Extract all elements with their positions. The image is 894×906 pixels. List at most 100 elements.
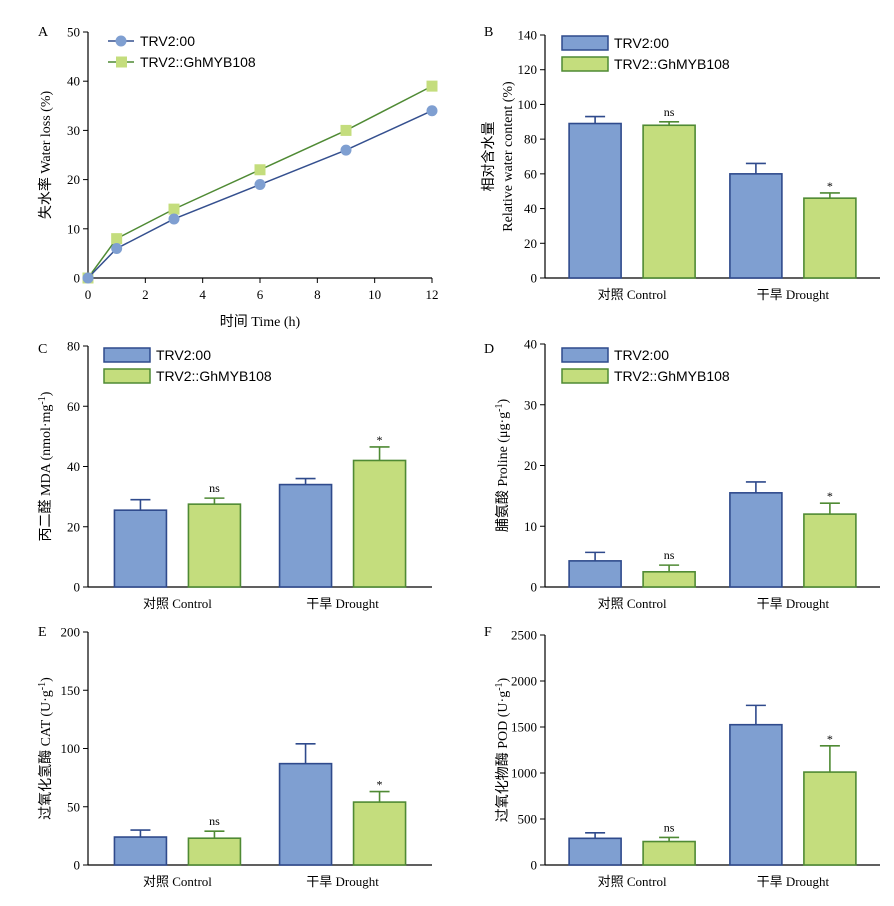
data-point-circle bbox=[82, 272, 94, 284]
y-axis-label-end: ) bbox=[39, 391, 54, 396]
x-category-label: 干旱 Drought bbox=[306, 596, 379, 611]
y-tick-label: 200 bbox=[61, 625, 81, 640]
x-category-label: 对照 Control bbox=[598, 596, 667, 611]
significance-label: ns bbox=[664, 548, 675, 562]
y-axis-label-main: 丙二醛 MDA (nmol·mg bbox=[38, 405, 54, 542]
y-tick-label: 30 bbox=[67, 123, 80, 138]
y-axis-label-end: ) bbox=[496, 677, 511, 682]
significance-label: * bbox=[377, 433, 383, 447]
legend-label-1: TRV2:00 bbox=[614, 35, 669, 51]
y-tick-label: 60 bbox=[67, 399, 80, 414]
y-tick-label: 40 bbox=[67, 459, 80, 474]
y-axis-label-superscript: -1 bbox=[37, 396, 48, 404]
significance-label: ns bbox=[664, 105, 675, 119]
y-axis-label-main: 过氧化物酶 POD (U·g bbox=[495, 691, 511, 822]
bar bbox=[642, 840, 696, 866]
y-tick-label: 2500 bbox=[511, 628, 537, 643]
panel-letter: F bbox=[484, 625, 492, 640]
significance-label: * bbox=[827, 489, 833, 503]
data-point-circle bbox=[111, 242, 123, 254]
y-tick-label: 10 bbox=[67, 221, 80, 236]
legend-swatch-1 bbox=[561, 35, 609, 51]
y-tick-label: 10 bbox=[524, 519, 537, 534]
y-tick-label: 40 bbox=[67, 74, 80, 89]
y-axis-label: 失水率 Water loss (%) bbox=[37, 90, 54, 219]
y-tick-label: 20 bbox=[524, 236, 537, 251]
x-category-label: 对照 Control bbox=[598, 287, 667, 302]
y-tick-label: 1500 bbox=[511, 720, 537, 735]
y-tick-label: 0 bbox=[531, 271, 538, 286]
y-axis-label: 过氧化物酶 POD (U·g-1) bbox=[494, 677, 511, 822]
x-category-label: 干旱 Drought bbox=[757, 596, 830, 611]
legend-label-1: TRV2:00 bbox=[614, 347, 669, 363]
legend-swatch-2 bbox=[561, 56, 609, 72]
significance-label: ns bbox=[209, 814, 220, 828]
y-tick-label: 60 bbox=[524, 166, 537, 181]
significance-label: * bbox=[827, 732, 833, 746]
y-axis-label: 脯氨酸 Proline (μg·g-1) bbox=[494, 399, 511, 533]
x-tick-label: 4 bbox=[199, 287, 206, 302]
bar bbox=[352, 801, 407, 866]
data-point-square bbox=[426, 80, 438, 92]
legend-marker-square bbox=[116, 56, 127, 68]
y-tick-label: 20 bbox=[67, 519, 80, 534]
legend-swatch-1 bbox=[561, 347, 609, 363]
bar bbox=[113, 509, 168, 588]
x-tick-label: 6 bbox=[257, 287, 264, 302]
series-line-2 bbox=[87, 85, 433, 279]
y-tick-label: 100 bbox=[518, 97, 538, 112]
x-category-label: 对照 Control bbox=[143, 874, 212, 889]
x-tick-label: 12 bbox=[426, 287, 439, 302]
legend-label-2: TRV2::GhMYB108 bbox=[156, 368, 272, 384]
y-axis-label-end: ) bbox=[496, 399, 511, 404]
y-axis-label-cn: 相对含水量 bbox=[481, 122, 497, 192]
y-axis-label-superscript: -1 bbox=[494, 404, 505, 412]
bar bbox=[568, 122, 622, 279]
legend-swatch-2 bbox=[103, 368, 151, 384]
chart-panel-C: C 0 20 40 60 80 对照 Control 干旱 Drought ns * 丙二醛 MDA… bbox=[37, 339, 432, 611]
y-tick-label: 20 bbox=[67, 172, 80, 187]
panel-letter: A bbox=[38, 25, 49, 40]
legend-marker-circle bbox=[115, 35, 127, 47]
y-tick-label: 50 bbox=[67, 25, 80, 40]
x-category-label: 干旱 Drought bbox=[757, 874, 830, 889]
bar bbox=[187, 837, 242, 866]
chart-panel-A: A 0 10 20 30 40 50 0 2 4 6 8 10 12 失水率 Water loss (%) 时… bbox=[37, 25, 439, 331]
significance-label: ns bbox=[209, 481, 220, 495]
bar bbox=[187, 503, 242, 588]
y-tick-label: 140 bbox=[518, 28, 538, 43]
panel-letter: D bbox=[484, 342, 494, 357]
y-axis-label-superscript: -1 bbox=[37, 682, 48, 690]
bar bbox=[729, 173, 783, 279]
x-tick-label: 2 bbox=[142, 287, 149, 302]
y-axis-label-superscript: -1 bbox=[494, 682, 505, 690]
y-tick-label: 80 bbox=[524, 132, 537, 147]
y-axis-label: 丙二醛 MDA (nmol·mg-1) bbox=[37, 391, 54, 541]
x-category-label: 对照 Control bbox=[143, 596, 212, 611]
significance-label: * bbox=[827, 179, 833, 193]
legend-label-1: TRV2:00 bbox=[140, 33, 195, 49]
legend-swatch-1 bbox=[103, 347, 151, 363]
y-tick-label: 0 bbox=[74, 580, 81, 595]
data-point-circle bbox=[426, 105, 438, 117]
series-line-1 bbox=[87, 110, 433, 279]
panel-letter: C bbox=[38, 342, 47, 357]
y-tick-label: 40 bbox=[524, 201, 537, 216]
bar bbox=[568, 837, 622, 866]
y-axis-label-main: 脯氨酸 Proline (μg·g bbox=[495, 412, 511, 532]
y-tick-label: 20 bbox=[524, 458, 537, 473]
bar bbox=[352, 459, 407, 588]
y-tick-label: 30 bbox=[524, 397, 537, 412]
chart-panel-B: B 0 20 40 60 80 100 120 140 对照 Control 干旱 Drought n… bbox=[481, 25, 880, 302]
data-point-circle bbox=[340, 144, 352, 156]
x-tick-label: 10 bbox=[368, 287, 381, 302]
x-category-label: 干旱 Drought bbox=[306, 874, 379, 889]
bar bbox=[729, 723, 783, 866]
y-tick-label: 500 bbox=[518, 812, 538, 827]
y-tick-label: 1000 bbox=[511, 766, 537, 781]
bar bbox=[278, 762, 333, 866]
panel-letter: B bbox=[484, 25, 493, 40]
x-category-label: 干旱 Drought bbox=[757, 287, 830, 302]
legend-swatch-2 bbox=[561, 368, 609, 384]
y-tick-label: 120 bbox=[518, 62, 538, 77]
